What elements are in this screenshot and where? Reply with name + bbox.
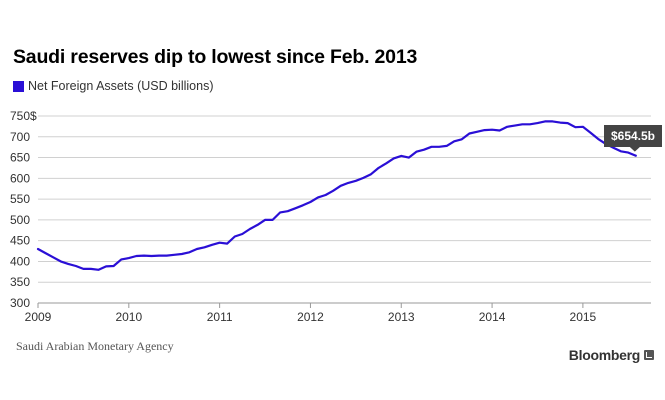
annotation-pointer xyxy=(629,147,640,152)
legend: Net Foreign Assets (USD billions) xyxy=(13,79,213,93)
x-tick-label: 2010 xyxy=(115,310,142,324)
x-tick-label: 2014 xyxy=(479,310,506,324)
x-tick-label: 2015 xyxy=(570,310,597,324)
brand-logo: Bloomberg xyxy=(569,347,654,363)
x-tick-label: 2013 xyxy=(388,310,415,324)
chart-title: Saudi reserves dip to lowest since Feb. … xyxy=(13,46,418,68)
y-tick-label: 300 xyxy=(10,296,30,310)
legend-label: Net Foreign Assets (USD billions) xyxy=(28,79,214,93)
y-tick-label: 600 xyxy=(10,171,30,185)
x-tick-label: 2012 xyxy=(297,310,324,324)
y-tick-label: 700 xyxy=(10,130,30,144)
x-tick-label: 2011 xyxy=(207,310,233,324)
y-tick-label: 500 xyxy=(10,213,30,227)
bloomberg-icon xyxy=(644,350,654,360)
series-line xyxy=(36,120,637,271)
y-tick-label: 650 xyxy=(10,151,30,165)
y-tick-label: 400 xyxy=(10,254,30,268)
y-tick-label: 350 xyxy=(10,275,30,289)
brand-name: Bloomberg xyxy=(568,347,641,363)
x-tick-label: 2009 xyxy=(25,310,52,324)
y-tick-label: 550 xyxy=(10,192,30,206)
annotation-box xyxy=(604,125,662,147)
annotation-label: $654.5b xyxy=(611,129,655,143)
legend-swatch xyxy=(13,80,24,92)
y-tick-label: 750$ xyxy=(10,109,37,123)
y-tick-label: 450 xyxy=(10,234,30,248)
source-note: Saudi Arabian Monetary Agency xyxy=(16,339,174,353)
